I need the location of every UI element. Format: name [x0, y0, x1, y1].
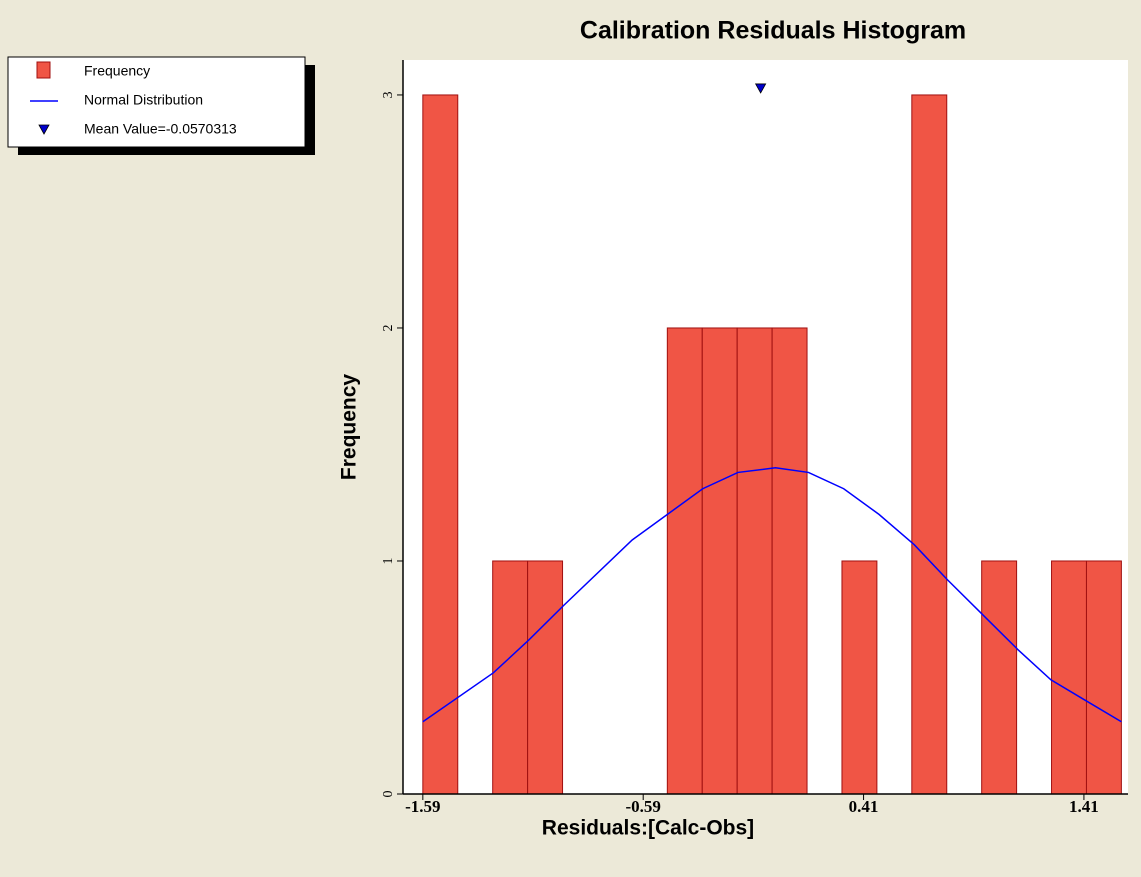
bar	[771, 327, 808, 795]
x-tick-label: 1.41	[1069, 797, 1099, 816]
y-tick-label: 2	[381, 324, 396, 331]
bar	[911, 94, 948, 795]
legend	[7, 56, 306, 148]
legend-label: Normal Distribution	[84, 92, 203, 108]
bar	[422, 94, 459, 795]
legend-label: Frequency	[84, 63, 150, 79]
legend-label: Mean Value=-0.0570313	[84, 121, 237, 137]
legend-swatch	[38, 124, 50, 135]
legend-swatch	[36, 61, 51, 79]
bar	[1051, 560, 1087, 795]
bar	[1085, 560, 1122, 795]
y-tick-label: 0	[381, 791, 396, 798]
bar	[736, 327, 773, 795]
y-tick-label: 3	[381, 91, 396, 98]
bar	[981, 560, 1018, 795]
y-tick-label: 1	[381, 557, 396, 564]
bar	[527, 560, 564, 795]
x-axis-label: Residuals:[Calc-Obs]	[542, 817, 754, 840]
x-tick-label: 0.41	[849, 797, 879, 816]
mean-marker	[754, 83, 767, 94]
bar	[492, 560, 529, 795]
bar	[701, 327, 738, 795]
y-axis-label: Frequency	[338, 374, 361, 481]
chart-title: Calibration Residuals Histogram	[580, 17, 966, 45]
x-tick-label: -0.59	[625, 797, 660, 816]
x-tick-label: -1.59	[405, 797, 440, 816]
bar	[666, 327, 703, 795]
normal-curve	[422, 467, 1122, 723]
bar	[841, 560, 878, 795]
